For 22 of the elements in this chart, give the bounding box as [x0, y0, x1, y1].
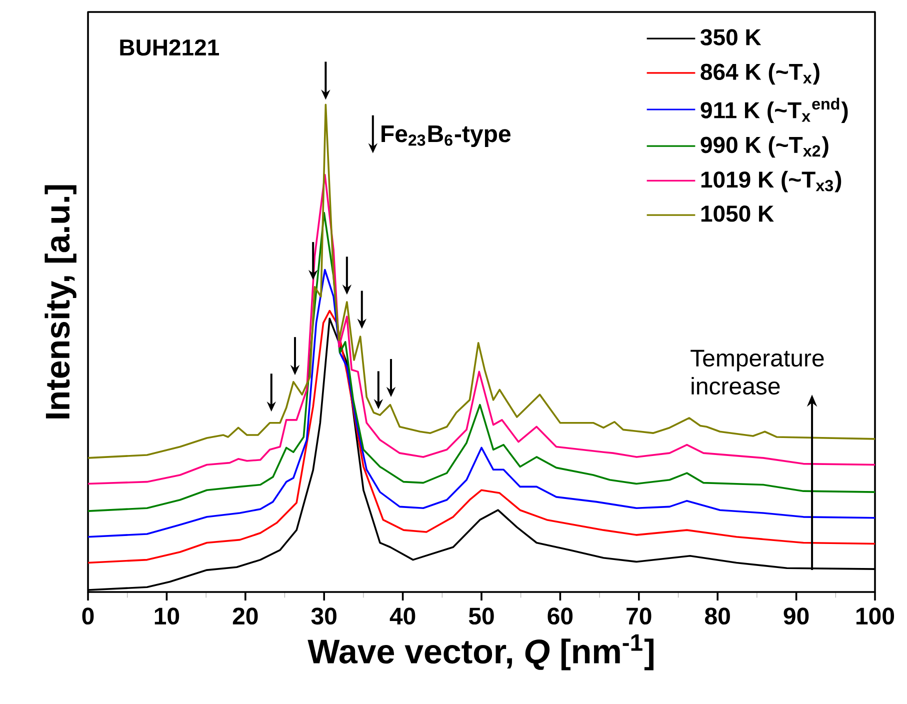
- x-tick-label: 10: [154, 608, 180, 625]
- x-axis-title: Wave vector, Q [nm$^{-1}$]: [308, 634, 654, 670]
- x-tick-label: 50: [468, 608, 494, 625]
- x-tick-label: 20: [232, 608, 258, 625]
- x-tick-label: 60: [548, 608, 573, 625]
- legend-label: 911 K (~T$_{x}$$^{end}$): [700, 98, 848, 123]
- x-tick-label: 40: [390, 608, 416, 625]
- annotation: Fe$_{23}$B$_{6}$-type: [382, 126, 510, 148]
- x-tick-label: 30: [311, 608, 336, 625]
- legend-label: 350 K: [700, 29, 762, 46]
- text: BUH2121: [120, 39, 219, 56]
- legend-label: 1019 K (~T$_{x3}$): [701, 170, 842, 192]
- annotation: Temperature increase: [690, 350, 824, 395]
- x-tick-label: 0: [82, 608, 94, 625]
- x-tick-label: 100: [856, 608, 894, 625]
- x-tick-label: 80: [705, 608, 730, 625]
- y-axis-title: Intensity, [a.u.]: [44, 185, 76, 418]
- x-tick-label: 90: [784, 608, 809, 625]
- legend-label: 990 K (~T$_{x2}$): [700, 136, 828, 158]
- legend-label: 864 K (~T$_{x}$): [700, 63, 820, 85]
- x-tick-label: 70: [626, 608, 652, 625]
- legend-label: 1050 K: [701, 206, 774, 222]
